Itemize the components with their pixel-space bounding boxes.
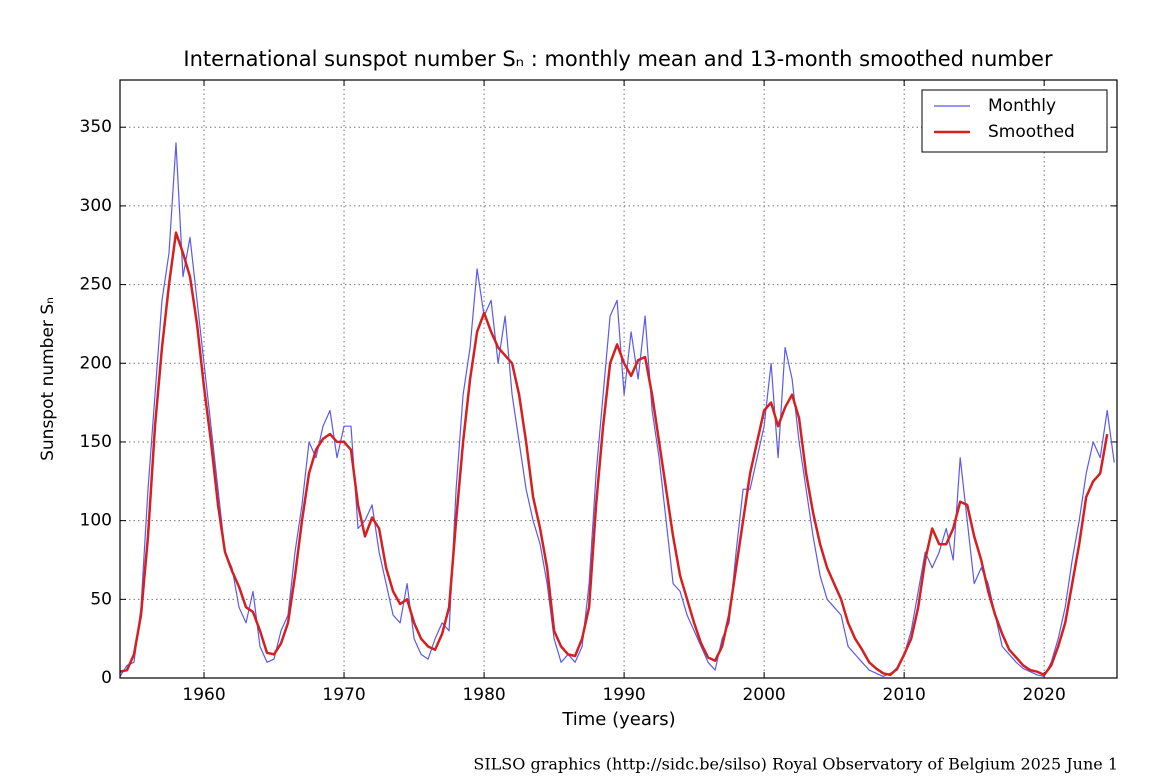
y-tick-label: 350: [80, 117, 112, 137]
x-tick-label: 2020: [1023, 685, 1066, 705]
x-tick-label: 2000: [742, 685, 785, 705]
y-tick-label: 50: [90, 589, 112, 609]
y-tick-label: 300: [80, 196, 112, 216]
legend-box: [921, 89, 1108, 153]
plot-frame: [119, 79, 1118, 679]
y-axis-label: Sunspot number Sₙ: [38, 297, 58, 461]
chart-title: International sunspot number Sₙ : monthl…: [183, 47, 1053, 71]
x-tick-label: 1990: [602, 685, 645, 705]
x-tick-label: 1960: [182, 685, 225, 705]
footer: SILSO graphics (http://sidc.be/silso) Ro…: [473, 755, 1118, 774]
legend-label: Monthly: [988, 96, 1056, 116]
legend-label: Smoothed: [988, 122, 1075, 142]
x-tick-label: 1980: [462, 685, 505, 705]
y-tick-label: 200: [80, 353, 112, 373]
y-tick-label: 150: [80, 432, 112, 452]
y-tick-label: 0: [101, 668, 112, 688]
x-tick-label: 1970: [322, 685, 365, 705]
x-tick-label: 2010: [883, 685, 926, 705]
y-tick-label: 100: [80, 511, 112, 531]
x-axis-label: Time (years): [561, 709, 675, 730]
series-line: [119, 231, 1109, 677]
y-tick-label: 250: [80, 275, 112, 295]
